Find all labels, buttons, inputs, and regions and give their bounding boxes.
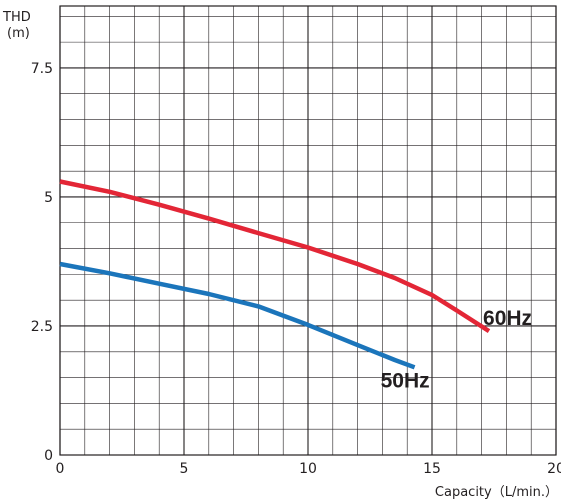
- x-axis-title: Capacity（L/min.）: [435, 485, 558, 500]
- tick-labels: 0 5 10 15 20 0 2.5 5 7.5: [31, 61, 561, 477]
- series: 60Hz 50Hz: [59, 179, 532, 392]
- x-tick-label: 15: [423, 461, 441, 477]
- y-axis-title: THD: [2, 10, 31, 25]
- y-tick-label: 7.5: [31, 61, 53, 77]
- x-tick-label: 10: [299, 461, 317, 477]
- series-label-50hz: 50Hz: [381, 369, 430, 392]
- y-tick-label: 0: [44, 448, 53, 464]
- x-tick-label: 5: [180, 461, 189, 477]
- grid: [59, 6, 557, 456]
- series-line-60hz: [59, 179, 491, 333]
- series-line-50hz: [59, 261, 416, 370]
- plot-frame: [59, 5, 557, 456]
- y-tick-label: 5: [44, 190, 53, 206]
- y-axis-unit: (m): [7, 26, 30, 41]
- x-tick-label: 20: [547, 461, 561, 477]
- y-tick-label: 2.5: [31, 319, 53, 335]
- x-tick-label: 0: [56, 461, 65, 477]
- series-label-60hz: 60Hz: [483, 307, 532, 330]
